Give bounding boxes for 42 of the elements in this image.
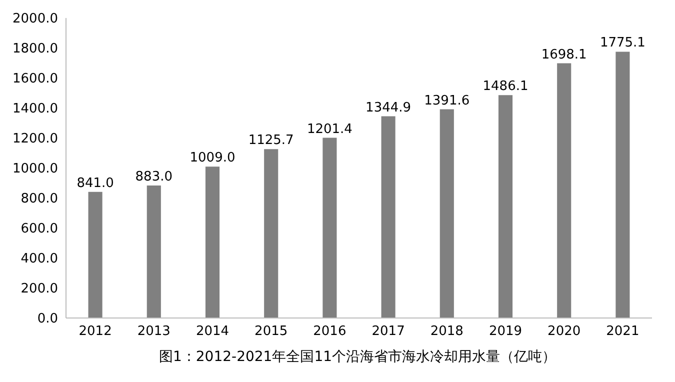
data-label: 1486.1 <box>482 79 528 94</box>
y-tick-label: 400.0 <box>20 252 58 267</box>
bar <box>146 186 161 318</box>
data-label: 1344.9 <box>366 100 412 116</box>
x-tick-label: 2012 <box>78 324 112 340</box>
data-label: 1201.4 <box>306 122 352 137</box>
data-label: 1009.0 <box>190 150 236 166</box>
y-tick-label: 800.0 <box>20 192 58 207</box>
data-label: 883.0 <box>135 170 173 185</box>
x-tick-label: 2017 <box>372 324 405 340</box>
data-label: 1391.6 <box>424 93 470 108</box>
y-tick-label: 1400.0 <box>12 102 58 117</box>
y-tick-label: 200.0 <box>20 282 58 297</box>
x-tick-label: 2021 <box>606 324 640 340</box>
bar <box>88 192 102 318</box>
y-tick-label: 1000.0 <box>12 162 58 177</box>
bar <box>616 52 630 318</box>
y-tick-label: 1200.0 <box>12 132 58 147</box>
bar <box>381 116 396 318</box>
y-tick-label: 0.0 <box>37 312 58 327</box>
bar <box>264 149 278 318</box>
y-tick-label: 1800.0 <box>12 42 58 57</box>
y-tick-label: 600.0 <box>20 222 58 237</box>
x-tick-label: 2016 <box>313 324 346 340</box>
bar <box>440 109 454 318</box>
y-tick-label: 2000.0 <box>12 12 58 27</box>
x-tick-label: 2019 <box>488 324 522 340</box>
x-tick-label: 2018 <box>430 324 464 340</box>
x-tick-label: 2020 <box>548 324 581 340</box>
text: 图1：2012-2021年全国11个沿海省市海水冷却用水量（亿吨） <box>158 348 558 366</box>
bar <box>205 166 220 318</box>
data-label: 1775.1 <box>600 36 646 51</box>
x-tick-label: 2013 <box>137 324 170 340</box>
x-tick-label: 2014 <box>196 324 230 340</box>
y-tick-label: 1600.0 <box>12 72 58 87</box>
x-tick-label: 2015 <box>254 324 288 340</box>
bar <box>557 63 572 318</box>
data-label: 1125.7 <box>248 133 294 148</box>
data-label: 1698.1 <box>541 47 587 62</box>
bar <box>322 138 337 318</box>
bar <box>498 95 513 318</box>
data-label: 841.0 <box>76 176 114 191</box>
